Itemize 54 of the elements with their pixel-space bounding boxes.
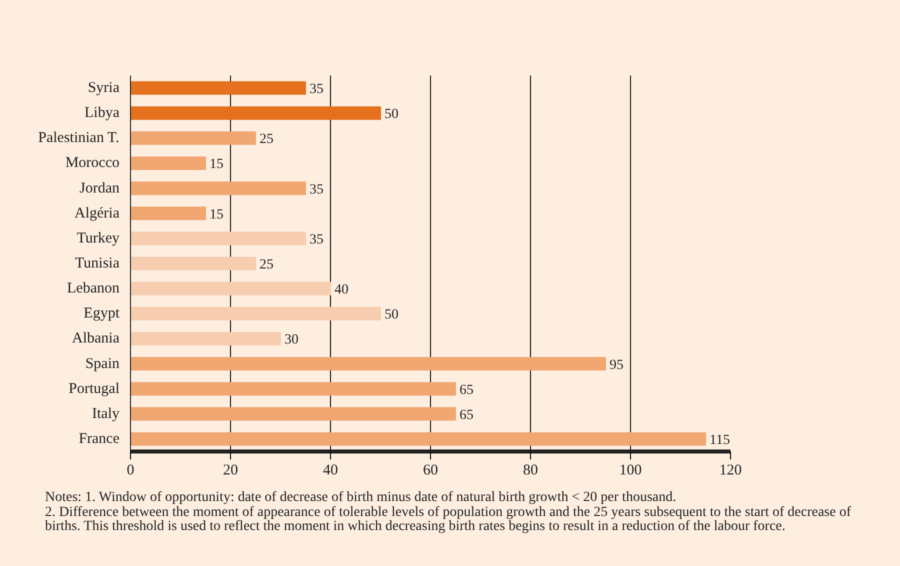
y-tick-label: Libya <box>84 105 120 122</box>
y-tick-label: Italy <box>92 406 120 422</box>
y-tick-label: Albania <box>72 330 120 347</box>
x-tick-label: 80 <box>523 462 538 478</box>
bar <box>130 282 331 296</box>
text: 2. Difference between the moment of appearance of tolerable levels of population growth and the 25 years subsequent to the start of decrease of births. This threshold is used to reflect the moment in which decreasing birth rates begins to result in a reduction of the labour force. <box>45 504 851 534</box>
bar <box>130 382 456 396</box>
x-tick-label: 0 <box>126 462 134 478</box>
y-tick-label: Morocco <box>65 155 120 172</box>
data-label: 95 <box>610 358 624 373</box>
bar <box>130 131 256 145</box>
data-label: 25 <box>260 132 274 148</box>
data-label: 35 <box>310 182 324 198</box>
y-tick-label: Algéria <box>74 205 120 222</box>
x-tick-label: 60 <box>423 462 438 478</box>
data-label: 65 <box>460 408 474 423</box>
bar <box>130 407 456 421</box>
data-label: 25 <box>260 258 274 272</box>
y-tick-label: Egypt <box>84 306 120 322</box>
bar <box>130 156 206 170</box>
y-tick-label: Spain <box>85 356 120 372</box>
data-label: 50 <box>384 107 398 122</box>
data-label: 35 <box>310 232 324 248</box>
y-tick-label: Tunisia <box>75 256 120 272</box>
data-label: 50 <box>384 308 398 323</box>
x-tick-label: 120 <box>719 462 742 478</box>
y-tick-label: Syria <box>88 80 120 96</box>
data-label: 40 <box>334 282 348 298</box>
bar <box>130 206 206 220</box>
bar <box>130 81 306 95</box>
data-label: 35 <box>310 82 324 98</box>
y-tick-label: Turkey <box>76 230 120 246</box>
bar <box>130 357 606 371</box>
bar <box>130 182 306 196</box>
data-label: 115 <box>710 432 730 448</box>
bar <box>130 332 281 346</box>
bar <box>130 232 306 246</box>
bar <box>130 432 706 446</box>
data-label: 30 <box>284 332 298 348</box>
data-label: 15 <box>210 207 224 222</box>
bar <box>130 256 256 270</box>
y-tick-label: Jordan <box>80 180 120 196</box>
bar <box>130 106 381 120</box>
data-label: 15 <box>210 157 224 172</box>
y-tick-label: Lebanon <box>67 280 120 297</box>
data-label: 65 <box>460 382 474 398</box>
y-tick-label: Portugal <box>68 380 120 397</box>
y-tick-label: France <box>78 430 120 447</box>
x-tick-label: 100 <box>619 462 642 478</box>
x-tick-label: 40 <box>323 462 338 478</box>
y-tick-label: Palestinian T. <box>38 130 120 146</box>
text: Notes: 1. Window of opportunity: date of decrease of birth minus date of natural birth growth < 20 per thousand. <box>45 490 676 505</box>
x-tick-label: 20 <box>223 462 238 478</box>
bar <box>130 306 381 320</box>
